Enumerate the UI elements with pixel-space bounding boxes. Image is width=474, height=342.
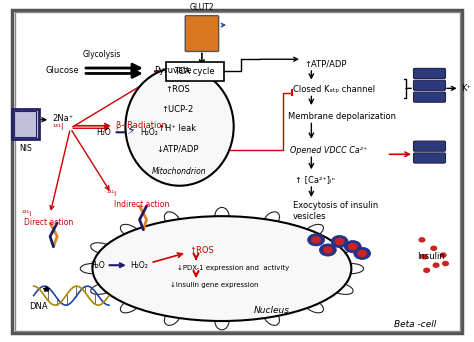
Ellipse shape [215, 312, 229, 330]
Ellipse shape [164, 212, 181, 228]
FancyBboxPatch shape [11, 109, 39, 139]
Text: GLUT2: GLUT2 [190, 3, 214, 12]
Ellipse shape [330, 243, 353, 254]
Circle shape [440, 253, 446, 257]
Text: DNA: DNA [29, 302, 47, 311]
FancyBboxPatch shape [413, 92, 446, 102]
Ellipse shape [164, 309, 181, 325]
Text: ↑ [Ca²⁺]ᵢⁿ: ↑ [Ca²⁺]ᵢⁿ [295, 175, 335, 184]
Circle shape [421, 255, 427, 259]
Ellipse shape [303, 224, 323, 239]
Text: ¹³¹I: ¹³¹I [22, 211, 32, 218]
FancyBboxPatch shape [413, 68, 446, 79]
Ellipse shape [264, 212, 280, 228]
Circle shape [336, 238, 344, 245]
Text: Indirect action: Indirect action [114, 200, 169, 209]
Text: ↑UCP-2: ↑UCP-2 [161, 105, 193, 114]
Ellipse shape [264, 309, 280, 325]
Text: Glycolysis: Glycolysis [82, 50, 121, 59]
Text: TCA cycle: TCA cycle [174, 67, 215, 76]
Circle shape [308, 234, 325, 246]
Circle shape [443, 262, 448, 265]
Text: ↑H⁺ leak: ↑H⁺ leak [158, 124, 196, 133]
Text: ↑ATP/ADP: ↑ATP/ADP [304, 60, 347, 68]
Ellipse shape [126, 67, 234, 186]
Text: Nucleus: Nucleus [253, 306, 289, 315]
FancyBboxPatch shape [185, 16, 219, 52]
Ellipse shape [91, 243, 114, 254]
Circle shape [431, 246, 437, 250]
Circle shape [424, 268, 429, 272]
Text: Beta -cell: Beta -cell [394, 320, 436, 329]
Circle shape [348, 244, 357, 250]
Circle shape [344, 240, 361, 253]
Text: ¹³¹I: ¹³¹I [107, 191, 117, 197]
Circle shape [319, 244, 336, 256]
FancyBboxPatch shape [12, 10, 462, 333]
Ellipse shape [92, 216, 351, 321]
Text: H₂O: H₂O [96, 128, 111, 137]
Text: NIS: NIS [19, 144, 32, 154]
Text: H₂O₂: H₂O₂ [140, 128, 158, 137]
Text: Exocytosis of insulin
vesicles: Exocytosis of insulin vesicles [292, 201, 378, 221]
Circle shape [312, 237, 320, 243]
Text: ↓ATP/ADP: ↓ATP/ADP [156, 144, 199, 153]
Ellipse shape [303, 299, 323, 313]
Ellipse shape [339, 264, 364, 274]
Text: ¹³¹I: ¹³¹I [53, 123, 64, 132]
Ellipse shape [120, 224, 140, 239]
Text: β- Radiation: β- Radiation [116, 121, 167, 130]
Text: Membrane depolarization: Membrane depolarization [288, 112, 396, 121]
FancyBboxPatch shape [413, 80, 446, 90]
Ellipse shape [120, 299, 140, 313]
FancyBboxPatch shape [413, 141, 446, 151]
Text: ↑ROS: ↑ROS [165, 85, 190, 94]
Text: Direct action: Direct action [24, 219, 73, 227]
Text: Pyruvate: Pyruvate [154, 66, 191, 75]
Text: K⁺: K⁺ [461, 84, 471, 93]
Text: 2Na⁺: 2Na⁺ [53, 114, 74, 123]
Text: H₂O: H₂O [90, 261, 105, 270]
Circle shape [419, 238, 425, 242]
Text: ↓PDX-1 expression and  activity: ↓PDX-1 expression and activity [177, 264, 290, 271]
Text: Insulin: Insulin [418, 252, 445, 261]
FancyBboxPatch shape [166, 62, 224, 81]
Circle shape [324, 247, 332, 253]
Ellipse shape [91, 283, 114, 294]
Circle shape [354, 247, 371, 260]
FancyBboxPatch shape [413, 153, 446, 163]
Circle shape [433, 263, 439, 267]
Circle shape [358, 250, 366, 256]
Text: H₂O₂: H₂O₂ [131, 261, 148, 270]
Ellipse shape [330, 283, 353, 294]
Text: ⚡: ⚡ [127, 123, 136, 136]
Text: ↑ROS: ↑ROS [189, 246, 214, 255]
Text: Mitochondrion: Mitochondrion [152, 167, 207, 175]
Ellipse shape [80, 264, 105, 274]
Circle shape [331, 235, 348, 248]
Text: Closed Kₐₜₚ channel: Closed Kₐₜₚ channel [292, 85, 374, 94]
Text: Opened VDCC Ca²⁺: Opened VDCC Ca²⁺ [290, 146, 367, 155]
Ellipse shape [215, 207, 229, 225]
Text: Glucose: Glucose [46, 66, 79, 75]
Text: ↓Insulin gene expression: ↓Insulin gene expression [170, 281, 259, 288]
